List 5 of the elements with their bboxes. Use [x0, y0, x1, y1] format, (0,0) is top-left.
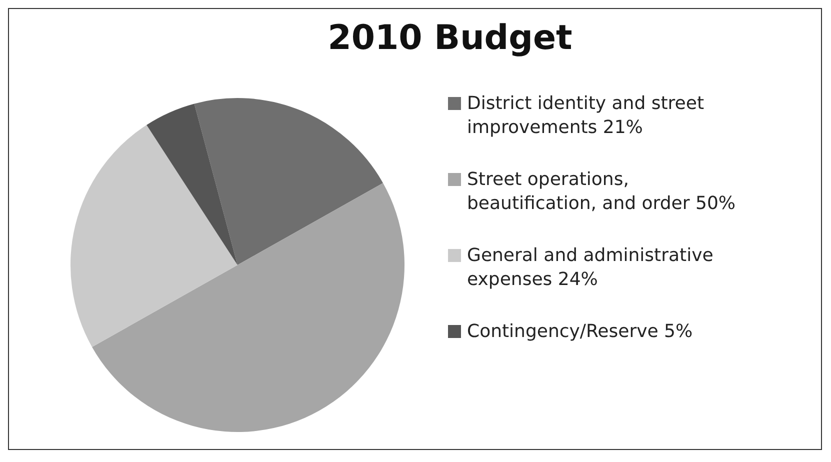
- legend-label: Contingency/Reserve 5%: [467, 320, 693, 344]
- legend-label: General and administrative expenses 24%: [467, 244, 714, 292]
- chart-title: 2010 Budget: [326, 18, 574, 58]
- legend-label: Street operations, beautification, and order 50%: [467, 168, 736, 216]
- legend-label: District identity and street improvements 21%: [467, 92, 706, 140]
